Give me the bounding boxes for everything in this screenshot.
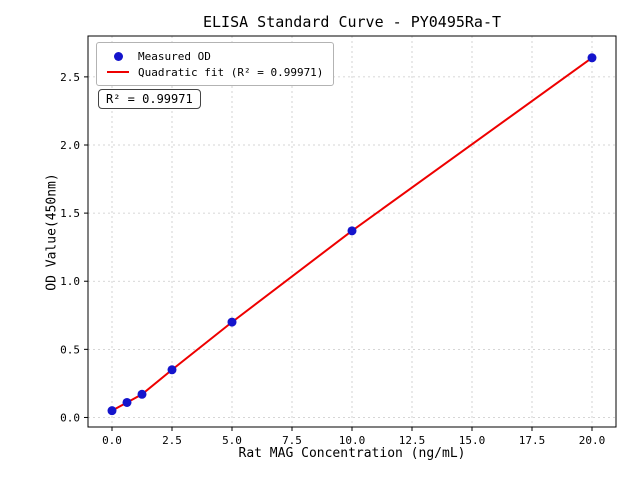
- x-tick-label: 7.5: [282, 434, 302, 447]
- y-tick-label: 1.0: [60, 275, 80, 288]
- data-point: [137, 389, 147, 399]
- data-point: [587, 53, 597, 63]
- chart-title: ELISA Standard Curve - PY0495Ra-T: [202, 13, 501, 31]
- y-tick-label: 0.0: [60, 411, 80, 424]
- y-tick-label: 2.0: [60, 139, 80, 152]
- x-tick-label: 20.0: [579, 434, 606, 447]
- data-point: [167, 365, 177, 375]
- legend-marker-dot-wrap: [105, 51, 131, 61]
- x-tick-label: 2.5: [162, 434, 182, 447]
- data-point: [107, 406, 117, 416]
- legend-item-measured-od: Measured OD: [105, 48, 323, 64]
- x-tick-label: 15.0: [459, 434, 486, 447]
- x-tick-label: 10.0: [339, 434, 366, 447]
- y-tick-label: 2.5: [60, 71, 80, 84]
- quadratic-fit-marker-icon: [107, 71, 129, 73]
- y-axis-label: OD Value(450nm): [44, 173, 60, 291]
- x-axis-label: Rat MAG Concentration (ng/mL): [238, 446, 466, 461]
- legend-marker-line-wrap: [105, 71, 131, 73]
- y-tick-label: 1.5: [60, 207, 80, 220]
- data-point: [227, 317, 237, 327]
- data-point: [347, 226, 357, 236]
- data-point: [122, 397, 132, 407]
- y-tick-label: 0.5: [60, 343, 80, 356]
- x-tick-label: 17.5: [519, 434, 546, 447]
- legend-item-quadratic-fit: Quadratic fit (R² = 0.99971): [105, 64, 323, 80]
- r-squared-annotation: R² = 0.99971: [98, 89, 201, 109]
- x-tick-label: 0.0: [102, 434, 122, 447]
- x-tick-label: 5.0: [222, 434, 242, 447]
- legend-label-measured-od: Measured OD: [138, 49, 211, 63]
- legend: Measured OD Quadratic fit (R² = 0.99971): [96, 42, 335, 86]
- x-tick-label: 12.5: [399, 434, 426, 447]
- measured-od-marker-icon: [113, 51, 123, 61]
- legend-label-quadratic-fit: Quadratic fit (R² = 0.99971): [138, 65, 324, 79]
